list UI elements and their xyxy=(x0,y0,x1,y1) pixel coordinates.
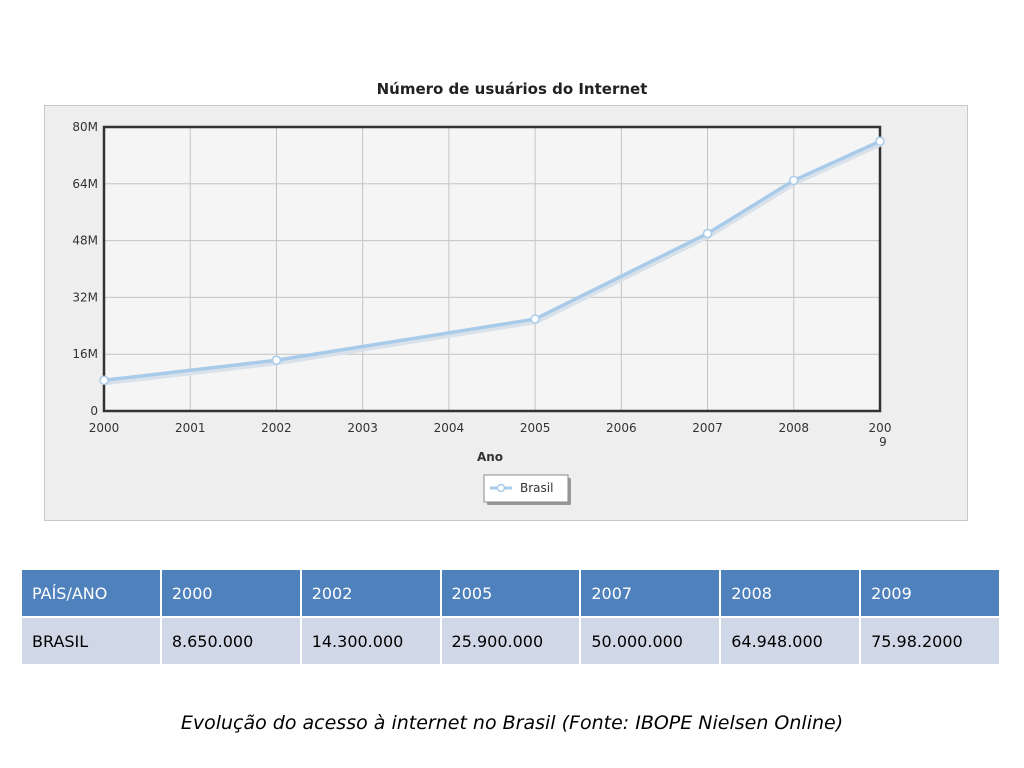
table-header-cell: 2002 xyxy=(299,568,442,618)
table-row: BRASIL 8.650.000 14.300.000 25.900.000 5… xyxy=(20,616,1001,666)
series-line xyxy=(103,139,881,383)
table-header-cell: 2005 xyxy=(439,568,582,618)
x-tick-label: 2006 xyxy=(606,421,637,435)
x-tick-label: 2003 xyxy=(347,421,378,435)
table-cell: 8.650.000 xyxy=(159,616,302,666)
y-tick-label: 48M xyxy=(72,234,98,248)
y-tick-label: 0 xyxy=(90,404,98,418)
data-point xyxy=(789,175,799,186)
table-cell: 50.000.000 xyxy=(579,616,722,666)
table-header-cell: 2009 xyxy=(859,568,1001,618)
x-tick-label: 2008 xyxy=(779,421,810,435)
data-point xyxy=(875,136,885,147)
chart-title: Número de usuários do Internet xyxy=(376,80,648,98)
x-tick-label: 2007 xyxy=(692,421,723,435)
table-cell: 14.300.000 xyxy=(299,616,442,666)
data-point xyxy=(702,228,713,239)
legend: Brasil xyxy=(483,474,571,505)
y-tick-label: 80M xyxy=(72,120,98,134)
x-tick-label: 2002 xyxy=(261,421,292,435)
data-point xyxy=(99,375,109,386)
plot-frame xyxy=(102,125,882,413)
x-tick-label: 2005 xyxy=(520,421,551,435)
x-tick-label: 200 9 xyxy=(869,421,892,449)
table-header-cell: PAÍS/ANO xyxy=(20,568,162,618)
table-header-cell: 2007 xyxy=(579,568,722,618)
table-cell: BRASIL xyxy=(20,616,162,666)
table-header-row: PAÍS/ANO 2000 2002 2005 2007 2008 2009 xyxy=(20,568,1001,618)
x-axis-label: Ano xyxy=(477,450,503,464)
x-tick-label: 2001 xyxy=(175,421,206,435)
data-point xyxy=(271,355,282,365)
legend-label: Brasil xyxy=(520,481,553,495)
table-header-cell: 2000 xyxy=(159,568,302,618)
data-point xyxy=(530,314,540,324)
y-tick-label: 64M xyxy=(72,177,98,191)
x-tick-label: 2004 xyxy=(434,421,465,435)
figure-caption: Evolução do acesso à internet no Brasil … xyxy=(180,712,844,734)
y-tick-label: 32M xyxy=(72,290,98,304)
table-cell: 25.900.000 xyxy=(439,616,582,666)
legend-marker xyxy=(496,483,506,493)
x-tick-label: 2000 xyxy=(89,421,120,435)
y-tick-label: 16M xyxy=(72,347,98,361)
table-header-cell: 2008 xyxy=(719,568,862,618)
table-cell: 64.948.000 xyxy=(719,616,862,666)
series-line-shadow xyxy=(104,140,883,386)
line-chart: 0 16M 32M 48M 64M 80M 2000 2001 2002 2003 2004 2005… xyxy=(72,120,892,505)
table-cell: 75.98.2000 xyxy=(859,616,1001,666)
data-table: PAÍS/ANO 2000 2002 2005 2007 2008 2009 B… xyxy=(20,568,1001,666)
